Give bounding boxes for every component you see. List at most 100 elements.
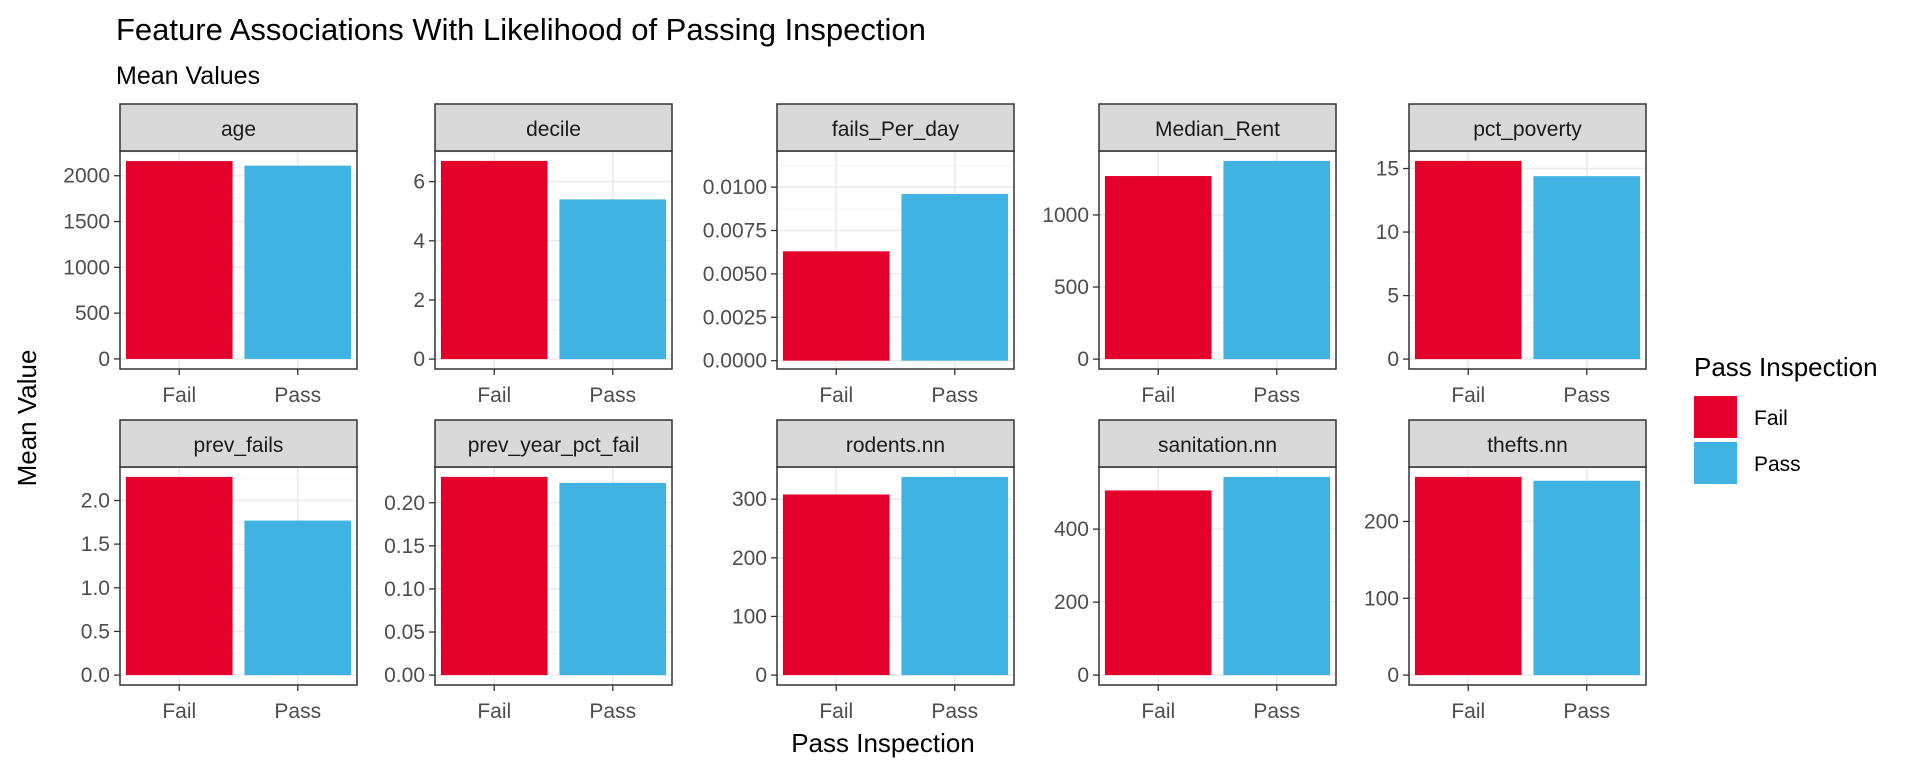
y-tick-label: 200 bbox=[732, 547, 767, 570]
legend-key-pass bbox=[1694, 442, 1737, 484]
y-tick-label: 0.0050 bbox=[703, 263, 767, 286]
facet-strip-label: pct_poverty bbox=[1473, 118, 1582, 141]
y-tick-label: 0.20 bbox=[384, 492, 425, 515]
y-tick-label: 0.0075 bbox=[703, 219, 767, 242]
facet-strip bbox=[434, 419, 673, 468]
y-tick-label: 100 bbox=[1364, 587, 1399, 610]
facet-strip bbox=[776, 103, 1015, 152]
x-tick-label: Fail bbox=[162, 700, 196, 723]
x-tick-label: Fail bbox=[1451, 384, 1485, 407]
y-tick-label: 200 bbox=[1054, 591, 1089, 614]
bar-fail bbox=[125, 476, 233, 676]
x-tick-label: Pass bbox=[274, 384, 321, 407]
y-tick-label: 0.10 bbox=[384, 578, 425, 601]
y-tick-label: 5 bbox=[1387, 285, 1399, 308]
facet-age: 0 500 1000 1500 2000 Fail Pass age bbox=[63, 103, 358, 407]
bar-pass bbox=[1223, 476, 1331, 676]
bar-pass bbox=[559, 482, 667, 676]
y-tick-label: 2000 bbox=[63, 165, 110, 188]
y-tick-label: 0 bbox=[755, 664, 767, 687]
facet-prev-fails: 0.0 0.5 1.0 1.5 2.0 Fail Pass prev_fails bbox=[81, 419, 358, 723]
y-tick-label: 15 bbox=[1376, 158, 1399, 181]
y-tick-label: 0 bbox=[1387, 348, 1399, 371]
bar-pass bbox=[1533, 480, 1641, 676]
legend-label-pass: Pass bbox=[1754, 453, 1801, 476]
bar-fail bbox=[440, 476, 548, 676]
facet-strip-label: prev_year_pct_fail bbox=[468, 434, 640, 457]
legend-title: Pass Inspection bbox=[1694, 352, 1878, 382]
bar-fail bbox=[782, 251, 890, 361]
facet-fails-per-day: 0.0000 0.0025 0.0050 0.0075 0.0100 Fail Pass fa… bbox=[703, 103, 1015, 407]
bar-fail bbox=[782, 494, 890, 676]
y-tick-label: 0.05 bbox=[384, 621, 425, 644]
x-tick-label: Pass bbox=[931, 384, 978, 407]
x-tick-label: Pass bbox=[931, 700, 978, 723]
y-tick-label: 4 bbox=[413, 230, 425, 253]
facet-strip-label: Median_Rent bbox=[1155, 118, 1280, 141]
facet-strip bbox=[1098, 419, 1337, 468]
legend: Pass Inspection Fail Pass bbox=[1694, 352, 1878, 484]
bar-pass bbox=[1533, 176, 1641, 360]
y-tick-label: 1.5 bbox=[81, 533, 110, 556]
x-axis-title: Pass Inspection bbox=[791, 728, 975, 758]
y-tick-label: 500 bbox=[75, 302, 110, 325]
chart-subtitle: Mean Values bbox=[116, 62, 260, 90]
y-tick-label: 0.0000 bbox=[703, 350, 767, 373]
facet-strip bbox=[1408, 103, 1647, 152]
facet-rodents-nn: 0 100 200 300 Fail Pass rodents.nn bbox=[732, 419, 1015, 723]
facet-strip-label: thefts.nn bbox=[1487, 434, 1568, 457]
x-tick-label: Fail bbox=[477, 700, 511, 723]
x-tick-label: Fail bbox=[162, 384, 196, 407]
y-tick-label: 2.0 bbox=[81, 489, 110, 512]
x-tick-label: Pass bbox=[589, 700, 636, 723]
facet-thefts-nn: 0 100 200 Fail Pass thefts.nn bbox=[1364, 419, 1647, 723]
bar-fail bbox=[125, 161, 233, 359]
y-tick-label: 0.00 bbox=[384, 664, 425, 687]
x-tick-label: Fail bbox=[477, 384, 511, 407]
y-tick-label: 10 bbox=[1376, 221, 1399, 244]
y-tick-label: 100 bbox=[732, 605, 767, 628]
y-tick-label: 0 bbox=[413, 348, 425, 371]
bar-fail bbox=[1104, 176, 1212, 360]
y-tick-label: 0.5 bbox=[81, 620, 110, 643]
x-tick-label: Fail bbox=[1141, 700, 1175, 723]
y-tick-label: 1000 bbox=[63, 256, 110, 279]
y-tick-label: 400 bbox=[1054, 518, 1089, 541]
x-tick-label: Pass bbox=[274, 700, 321, 723]
bar-fail bbox=[1414, 160, 1522, 360]
facet-strip-label: decile bbox=[526, 118, 581, 141]
bar-pass bbox=[1223, 160, 1331, 360]
y-tick-label: 500 bbox=[1054, 276, 1089, 299]
y-tick-label: 300 bbox=[732, 488, 767, 511]
y-tick-label: 6 bbox=[413, 171, 425, 194]
bar-fail bbox=[1104, 490, 1212, 676]
y-tick-label: 200 bbox=[1364, 510, 1399, 533]
x-tick-label: Fail bbox=[819, 384, 853, 407]
y-axis-title: Mean Value bbox=[12, 350, 42, 487]
y-tick-label: 0 bbox=[98, 348, 110, 371]
bar-pass bbox=[901, 194, 1009, 361]
facet-strip-label: rodents.nn bbox=[846, 434, 945, 457]
x-tick-label: Fail bbox=[819, 700, 853, 723]
bar-pass bbox=[244, 520, 352, 676]
y-tick-label: 0.0 bbox=[81, 664, 110, 687]
facet-strip-label: sanitation.nn bbox=[1158, 434, 1277, 457]
y-tick-label: 0 bbox=[1077, 664, 1089, 687]
facet-strip bbox=[119, 419, 358, 468]
facet-strip bbox=[776, 419, 1015, 468]
facet-sanitation-nn: 0 200 400 Fail Pass sanitation.nn bbox=[1054, 419, 1337, 723]
facet-strip-label: prev_fails bbox=[194, 434, 284, 457]
facet-strip bbox=[1408, 419, 1647, 468]
y-tick-label: 1500 bbox=[63, 211, 110, 234]
chart-title: Feature Associations With Likelihood of … bbox=[116, 12, 926, 47]
facet-strip bbox=[119, 103, 358, 152]
x-tick-label: Pass bbox=[1253, 384, 1300, 407]
x-tick-label: Pass bbox=[1563, 700, 1610, 723]
y-tick-label: 1.0 bbox=[81, 577, 110, 600]
bar-fail bbox=[440, 160, 548, 360]
bar-pass bbox=[244, 165, 352, 359]
x-tick-label: Pass bbox=[589, 384, 636, 407]
y-tick-label: 0.0025 bbox=[703, 306, 767, 329]
